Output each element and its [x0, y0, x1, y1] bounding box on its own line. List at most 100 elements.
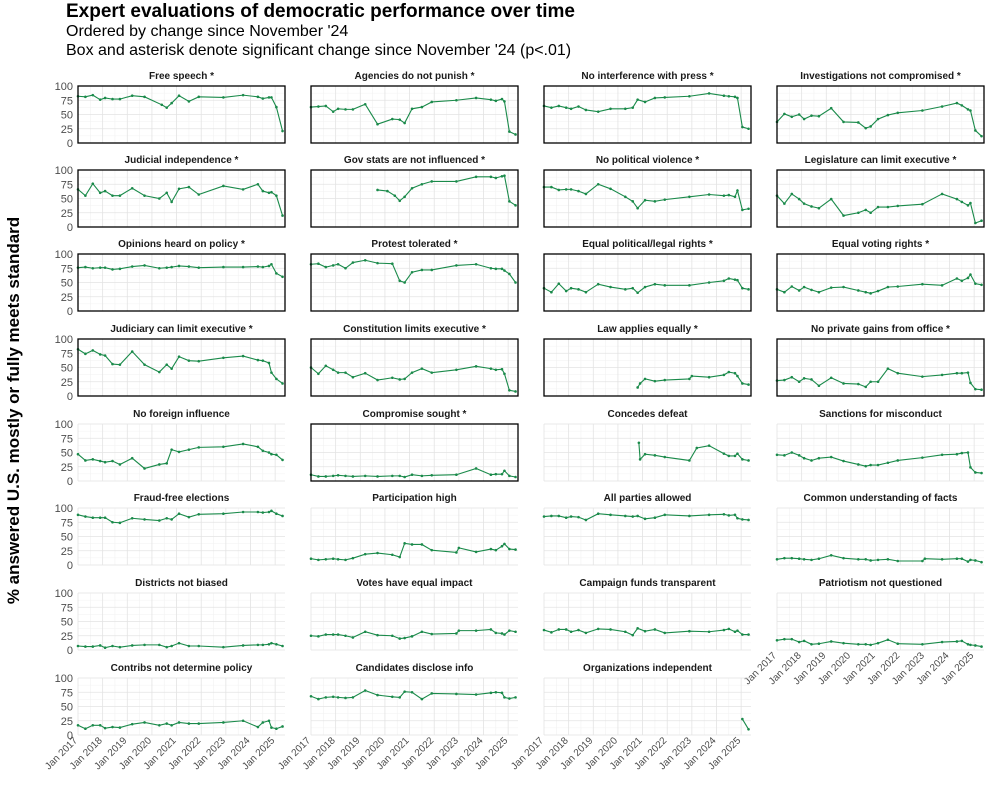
data-point [969, 643, 972, 647]
data-point [267, 361, 271, 365]
panel-title: Fraud-free elections [134, 493, 230, 504]
data-point [886, 367, 890, 370]
data-point [797, 113, 801, 116]
data-point [940, 453, 944, 457]
data-point [876, 205, 880, 209]
data-point [84, 459, 87, 462]
data-point [636, 206, 639, 210]
data-point [170, 200, 173, 204]
data-point [455, 98, 458, 102]
y-tick-label: 0 [67, 391, 73, 403]
data-point [457, 546, 461, 550]
data-point [430, 692, 434, 695]
data-point [275, 453, 278, 457]
data-point [494, 99, 498, 103]
data-point [817, 290, 821, 294]
data-point [474, 467, 478, 470]
data-point [966, 560, 970, 563]
significance-box [310, 253, 519, 312]
data-point [980, 283, 983, 287]
data-point [267, 191, 271, 195]
data-point [455, 180, 458, 183]
data-point [500, 367, 504, 371]
panel-title: Law applies equally * [597, 324, 698, 335]
data-point [577, 628, 580, 632]
data-point [177, 512, 181, 515]
data-point [722, 628, 726, 632]
data-point [275, 272, 278, 275]
data-point [638, 458, 642, 461]
data-point [143, 721, 146, 724]
data-point [817, 456, 821, 460]
data-point [177, 641, 181, 645]
data-point [489, 266, 493, 270]
data-point [966, 204, 970, 207]
data-point [197, 512, 201, 516]
series-line [776, 367, 982, 391]
data-point [955, 371, 959, 375]
data-point [363, 474, 367, 478]
data-point [869, 292, 872, 295]
data-point [609, 628, 612, 631]
data-point [261, 511, 265, 514]
y-tick-label: 75 [61, 179, 73, 191]
data-point [707, 444, 711, 447]
data-point [500, 174, 504, 178]
y-tick-label: 100 [55, 249, 73, 261]
data-point [817, 642, 821, 646]
data-point [403, 195, 406, 199]
data-point [420, 697, 424, 701]
data-point [351, 475, 355, 478]
data-point [281, 458, 284, 462]
data-point [410, 543, 414, 546]
data-point [921, 202, 924, 206]
data-point [130, 516, 134, 520]
data-point [736, 516, 739, 520]
data-point [130, 265, 134, 268]
data-point [261, 643, 265, 647]
data-point [187, 644, 191, 648]
data-point [430, 180, 434, 183]
data-point [130, 94, 134, 97]
data-point [966, 371, 970, 374]
data-point [569, 188, 573, 191]
y-tick-label: 0 [67, 138, 73, 150]
data-point [84, 727, 87, 731]
data-point [430, 100, 434, 104]
data-point [489, 628, 493, 631]
series-line [77, 642, 283, 649]
data-point [974, 282, 977, 285]
data-point [324, 558, 328, 561]
data-point [643, 452, 647, 456]
data-point [631, 200, 635, 203]
data-point [542, 515, 546, 518]
series-line [77, 720, 283, 730]
data-point [636, 291, 639, 295]
y-tick-label: 75 [61, 95, 73, 107]
data-point [690, 374, 694, 378]
data-point [76, 724, 80, 727]
y-tick-label: 0 [67, 476, 73, 488]
data-point [741, 125, 744, 129]
data-point [170, 265, 173, 269]
panel: Compromise sought * [309, 409, 519, 482]
data-point [637, 441, 641, 445]
data-point [267, 264, 271, 268]
data-point [455, 473, 458, 477]
data-point [736, 629, 739, 632]
data-point [741, 633, 744, 636]
data-point [741, 458, 744, 461]
data-point [966, 451, 970, 454]
data-point [317, 372, 320, 376]
panel-title: Free speech * [149, 71, 214, 82]
data-point [557, 188, 561, 192]
data-point [631, 633, 635, 637]
data-point [391, 117, 394, 121]
data-point [817, 557, 821, 561]
y-tick-label: 100 [55, 81, 73, 93]
series-line [310, 689, 516, 700]
data-point [940, 640, 944, 644]
data-point [91, 93, 95, 97]
data-point [187, 185, 191, 189]
panel: Free speech * 0 25 50 75 100 [55, 71, 286, 150]
